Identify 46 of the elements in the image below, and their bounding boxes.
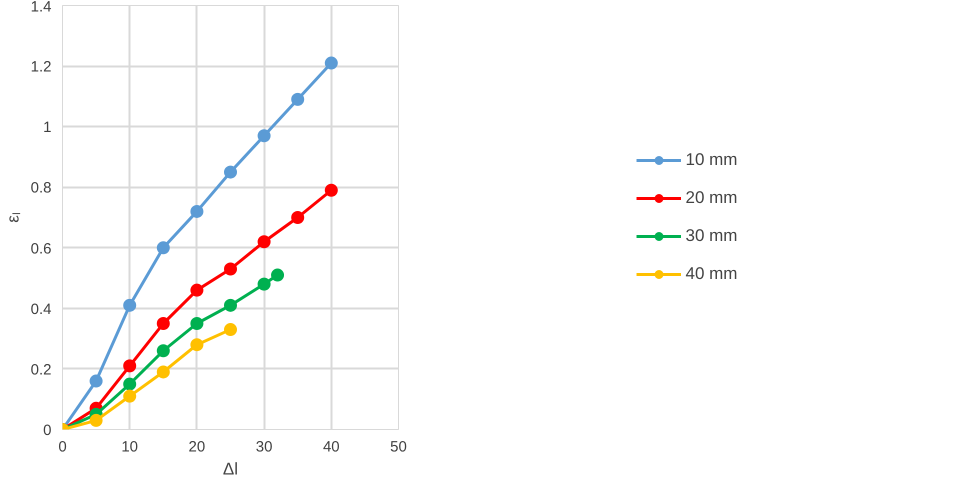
point: [123, 390, 136, 403]
x-tick-label: 10: [121, 438, 138, 456]
point: [258, 129, 271, 142]
point: [190, 338, 204, 352]
x-tick-label: 0: [58, 438, 67, 456]
x-tick-label: 30: [256, 438, 272, 456]
point: [324, 56, 338, 70]
point: [224, 323, 237, 336]
x-axis-title: Δl: [222, 460, 238, 478]
point: [291, 211, 304, 224]
x-tick-label: 50: [390, 438, 407, 456]
point: [123, 378, 136, 391]
y-tick-label: 1: [43, 119, 52, 136]
point: [271, 268, 284, 282]
point: [224, 262, 237, 276]
point: [258, 278, 271, 291]
point: [224, 166, 237, 179]
point: [224, 298, 237, 312]
legend-label: 30 mm: [686, 226, 738, 246]
point: [190, 204, 204, 218]
y-tick-label: 0.2: [30, 361, 52, 378]
y-tick-label: 1.2: [30, 58, 52, 76]
legend-label: 20 mm: [686, 188, 738, 208]
point: [156, 344, 170, 358]
y-tick-label: 0.6: [30, 240, 52, 258]
legend-label: 40 mm: [686, 264, 738, 284]
y-tick-label: 0.8: [30, 180, 52, 197]
y-axis-title: εₗ: [4, 212, 23, 223]
point: [324, 184, 338, 197]
point: [90, 414, 103, 427]
x-tick-label: 40: [322, 438, 340, 456]
point: [291, 92, 304, 106]
point: [123, 359, 136, 372]
point: [123, 298, 136, 312]
y-tick-label: 0.4: [30, 300, 52, 318]
point: [258, 235, 271, 248]
point: [156, 317, 170, 330]
point: [90, 374, 103, 388]
x-tick-label: 20: [188, 438, 206, 456]
point: [190, 284, 204, 297]
point: [156, 365, 170, 378]
legend-label: 10 mm: [686, 150, 738, 170]
y-tick-label: 1.4: [30, 0, 52, 16]
y-tick-label: 0: [43, 422, 52, 439]
point: [156, 241, 170, 254]
point: [190, 317, 204, 330]
